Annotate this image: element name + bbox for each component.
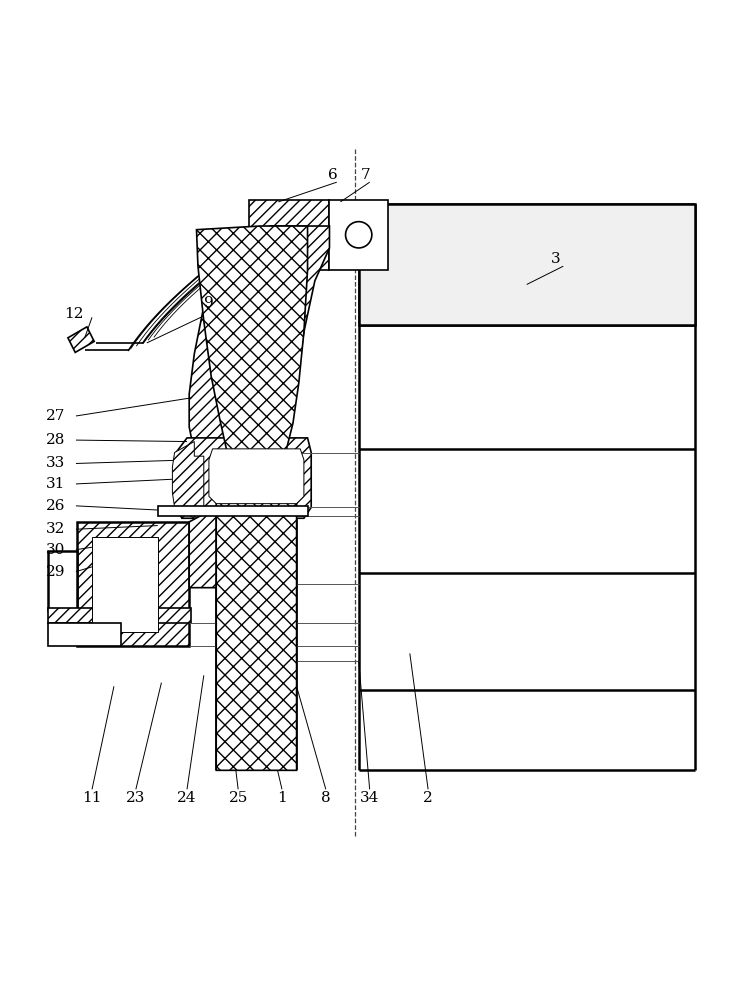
Text: 23: 23 — [126, 791, 146, 805]
Text: 8: 8 — [321, 791, 331, 805]
Text: 26: 26 — [45, 499, 65, 513]
Text: 9: 9 — [204, 296, 214, 310]
Text: 29: 29 — [45, 565, 65, 579]
Text: 24: 24 — [177, 791, 197, 805]
Text: 7: 7 — [361, 168, 371, 182]
Polygon shape — [189, 507, 216, 588]
Polygon shape — [359, 204, 695, 325]
Polygon shape — [158, 506, 307, 516]
Polygon shape — [176, 438, 311, 518]
Polygon shape — [329, 200, 388, 270]
Text: 27: 27 — [46, 409, 65, 423]
Text: 28: 28 — [46, 433, 65, 447]
Polygon shape — [209, 449, 304, 504]
Text: 25: 25 — [228, 791, 248, 805]
Polygon shape — [189, 226, 329, 453]
Text: 32: 32 — [46, 522, 65, 536]
Text: 33: 33 — [46, 456, 65, 470]
Text: 2: 2 — [423, 791, 433, 805]
Text: 11: 11 — [82, 791, 102, 805]
Polygon shape — [48, 623, 122, 646]
Polygon shape — [78, 522, 189, 646]
Polygon shape — [216, 453, 296, 770]
Text: 34: 34 — [360, 791, 379, 805]
Polygon shape — [68, 327, 94, 352]
Text: 12: 12 — [64, 307, 83, 321]
Polygon shape — [92, 537, 158, 632]
Text: 31: 31 — [46, 477, 65, 491]
Text: 3: 3 — [551, 252, 561, 266]
Text: 30: 30 — [46, 543, 65, 557]
Text: 1: 1 — [277, 791, 287, 805]
Polygon shape — [48, 551, 78, 610]
Polygon shape — [196, 226, 307, 453]
Polygon shape — [249, 200, 329, 270]
Text: 6: 6 — [328, 168, 338, 182]
Polygon shape — [173, 442, 203, 518]
Polygon shape — [48, 608, 190, 623]
